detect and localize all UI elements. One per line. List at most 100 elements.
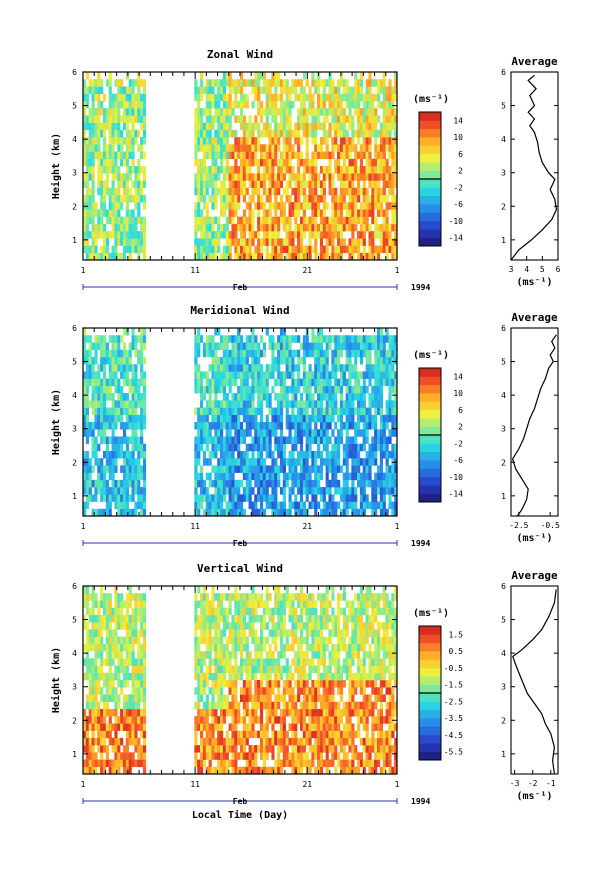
heatmap-cell [214, 144, 218, 152]
heatmap-cell [377, 501, 381, 510]
heatmap-cell [100, 665, 104, 674]
heatmap-cell [197, 501, 201, 510]
heatmap-cell [228, 465, 232, 473]
heatmap-cell [374, 508, 378, 517]
heatmap-cell [277, 414, 281, 423]
heatmap-cell [200, 745, 204, 753]
heatmap-cell [274, 173, 278, 181]
heatmap-cell [200, 672, 204, 681]
heatmap-cell [302, 93, 306, 102]
heatmap-cell [231, 100, 235, 109]
heatmap-cell [83, 479, 87, 488]
heatmap-cell [122, 472, 127, 481]
heatmap-cell [268, 501, 272, 510]
heatmap-cell [100, 400, 104, 408]
heatmap-cell [85, 429, 89, 437]
heatmap-cell [354, 72, 358, 80]
heatmap-cell [348, 472, 352, 481]
heatmap-cell [302, 245, 306, 254]
heatmap-cell [208, 349, 212, 358]
heatmap-cell [225, 622, 229, 630]
heatmap-cell [240, 187, 244, 196]
heatmap-cell [374, 450, 378, 459]
heatmap-cell [105, 680, 109, 688]
heatmap-cell [240, 122, 244, 131]
heatmap-cell [122, 665, 127, 674]
heatmap-cell [128, 385, 132, 394]
heatmap-cell [314, 335, 318, 343]
heatmap-cell [220, 252, 224, 261]
heatmap-cell [277, 137, 281, 145]
heatmap-cell [388, 472, 392, 481]
heatmap-cell [245, 342, 249, 350]
heatmap-cell [277, 356, 281, 365]
heatmap-cell [88, 209, 92, 217]
heatmap-cell [345, 187, 349, 196]
heatmap-cell [217, 658, 221, 666]
heatmap-cell [371, 122, 375, 131]
heatmap-cell [214, 629, 218, 637]
heatmap-cell [302, 166, 306, 174]
heatmap-cell [385, 166, 389, 174]
heatmap-cell [217, 400, 221, 408]
heatmap-cell [237, 636, 241, 645]
heatmap-cell [228, 349, 232, 358]
heatmap-cell [339, 144, 344, 152]
heatmap-cell [351, 479, 355, 488]
y-tick-label: 3 [72, 425, 77, 434]
heatmap-cell [339, 115, 344, 123]
heatmap-cell [388, 180, 392, 188]
heatmap-cell [345, 335, 349, 343]
heatmap-cell [142, 614, 147, 623]
heatmap-cell [314, 429, 318, 437]
heatmap-cell [100, 385, 104, 394]
heatmap-cell [200, 414, 204, 423]
heatmap-cell [134, 364, 138, 372]
heatmap-cell [314, 422, 318, 430]
heatmap-cell [108, 100, 112, 109]
heatmap-cell [217, 378, 221, 387]
heatmap-cell [108, 231, 112, 239]
heatmap-cell [142, 508, 147, 517]
heatmap-cell [345, 458, 349, 466]
heatmap-cell [125, 378, 129, 387]
heatmap-cell [382, 79, 386, 87]
heatmap-cell [297, 122, 301, 131]
heatmap-cell [208, 122, 212, 131]
heatmap-cell [265, 144, 269, 152]
heatmap-cell [314, 356, 318, 365]
colorbar-segment [419, 128, 441, 138]
heatmap-cell [131, 759, 135, 768]
heatmap-cell [228, 231, 232, 239]
heatmap-cell [217, 144, 221, 152]
heatmap-cell [237, 245, 241, 254]
heatmap-cell [237, 216, 241, 225]
heatmap-cell [265, 108, 269, 116]
heatmap-cell [339, 122, 344, 131]
heatmap-cell [345, 385, 349, 394]
heatmap-cell [302, 187, 306, 196]
heatmap-cell [205, 223, 209, 232]
heatmap-cell [205, 436, 209, 444]
heatmap-cell [319, 223, 324, 232]
heatmap-cell [342, 371, 346, 379]
heatmap-cell [277, 93, 281, 102]
heatmap-cell [200, 494, 204, 502]
heatmap-cell [242, 216, 246, 225]
heatmap-cell [374, 501, 378, 510]
heatmap-cell [242, 194, 246, 203]
heatmap-cell [208, 651, 212, 659]
heatmap-cell [131, 716, 135, 724]
heatmap-cell [371, 79, 375, 87]
heatmap-cell [131, 651, 135, 659]
heatmap-cell [200, 400, 204, 408]
heatmap-cell [240, 465, 244, 473]
heatmap-cell [228, 122, 232, 131]
heatmap-cell [379, 202, 384, 210]
heatmap-cell [274, 180, 278, 188]
heatmap-cell [220, 180, 224, 188]
heatmap-cell [200, 180, 204, 188]
heatmap-cell [228, 335, 232, 343]
heatmap-cell [100, 364, 104, 372]
heatmap-cell [108, 356, 112, 365]
